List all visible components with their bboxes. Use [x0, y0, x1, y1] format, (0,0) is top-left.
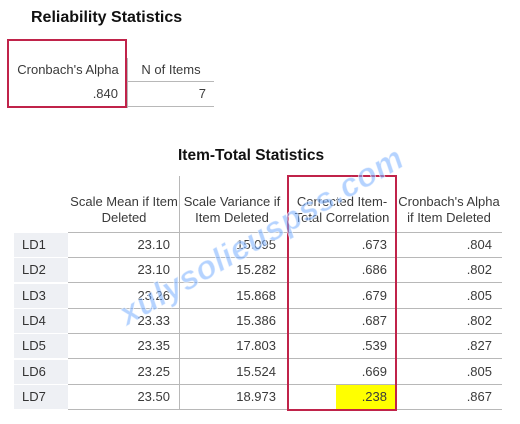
item-total-statistics-title: Item-Total Statistics [178, 147, 325, 164]
scale-variance-cell: 18.973 [236, 389, 276, 404]
n-of-items-value: 7 [198, 86, 206, 101]
correlation-cell: .539 [361, 338, 387, 353]
divider [68, 257, 502, 258]
row-label: LD3 [14, 284, 68, 308]
correlation-cell: .673 [361, 237, 387, 252]
divider [179, 176, 180, 410]
alpha-if-deleted-cell: .827 [466, 338, 492, 353]
scale-variance-cell: 17.803 [236, 338, 276, 353]
divider [68, 308, 502, 309]
alpha-highlight-box [7, 39, 127, 108]
scale-variance-cell: 15.282 [236, 262, 276, 277]
alpha-if-deleted-cell: .804 [466, 237, 492, 252]
alpha-if-deleted-cell: .802 [466, 313, 492, 328]
correlation-cell: .687 [361, 313, 387, 328]
row-label: LD2 [14, 258, 68, 282]
correlation-cell: .238 [336, 385, 395, 409]
alpha-if-deleted-cell: .805 [466, 288, 492, 303]
row-label: LD1 [14, 233, 68, 257]
divider [68, 333, 502, 334]
row-label: LD7 [14, 385, 68, 409]
divider [126, 81, 214, 82]
divider [68, 358, 502, 359]
scale-mean-cell: 23.10 [137, 262, 170, 277]
correlation-cell: .679 [361, 288, 387, 303]
row-label: LD5 [14, 334, 68, 358]
scale-mean-cell: 23.10 [137, 237, 170, 252]
scale-mean-cell: 23.35 [137, 338, 170, 353]
cronbach-alpha-value: .840 [92, 86, 118, 101]
scale-mean-cell: 23.26 [137, 288, 170, 303]
divider [126, 106, 214, 107]
cronbach-alpha-header: Cronbach's Alpha [17, 62, 119, 77]
scale-variance-cell: 15.386 [236, 313, 276, 328]
scale-variance-cell: 15.868 [236, 288, 276, 303]
divider [68, 282, 502, 283]
alpha-if-deleted-cell: .802 [466, 262, 492, 277]
row-label: LD4 [14, 309, 68, 333]
n-of-items-header: N of Items [141, 62, 201, 77]
correlation-cell: .686 [361, 262, 387, 277]
scale-mean-cell: 23.33 [137, 313, 170, 328]
divider [127, 58, 128, 108]
reliability-statistics-title: Reliability Statistics [31, 9, 183, 26]
scale-mean-cell: 23.25 [137, 364, 170, 379]
correlation-highlight-box [287, 175, 397, 411]
scale-variance-cell: 15.095 [236, 237, 276, 252]
row-label: LD6 [14, 360, 68, 384]
alpha-if-deleted-header: Cronbach's Alpha if Item Deleted [398, 194, 500, 225]
scale-mean-cell: 23.50 [137, 389, 170, 404]
correlation-cell: .669 [361, 364, 387, 379]
alpha-if-deleted-cell: .867 [466, 389, 492, 404]
divider [68, 232, 502, 233]
scale-variance-cell: 15.524 [236, 364, 276, 379]
scale-mean-header: Scale Mean if Item Deleted [70, 194, 178, 225]
divider [68, 409, 502, 410]
scale-variance-header: Scale Variance if Item Deleted [183, 194, 281, 225]
alpha-if-deleted-cell: .805 [466, 364, 492, 379]
corrected-correlation-header: Corrected Item-Total Correlation [294, 194, 390, 225]
divider [68, 384, 502, 385]
